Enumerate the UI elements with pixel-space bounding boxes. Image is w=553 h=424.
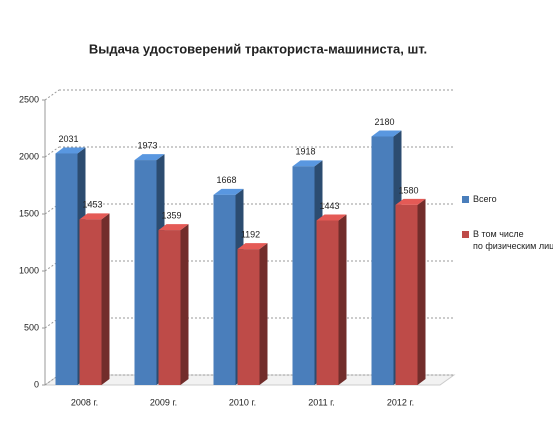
data-label: 1359 bbox=[161, 210, 181, 220]
x-tick-label: 2012 г. bbox=[387, 397, 414, 407]
data-label: 1973 bbox=[137, 140, 157, 150]
grid-line bbox=[44, 203, 60, 215]
bar-top bbox=[158, 224, 189, 231]
bar-side bbox=[417, 198, 426, 385]
grid-line bbox=[44, 146, 60, 158]
y-tick-label: 1000 bbox=[19, 265, 39, 275]
bar-top bbox=[395, 198, 426, 205]
legend-swatch bbox=[462, 231, 469, 238]
bar-top bbox=[316, 214, 347, 221]
data-label: 1192 bbox=[241, 229, 260, 239]
grid-line bbox=[44, 260, 60, 272]
legend-swatch bbox=[462, 196, 469, 203]
y-tick-label: 500 bbox=[24, 322, 39, 332]
data-label: 1580 bbox=[398, 185, 418, 195]
bar bbox=[158, 230, 181, 385]
bar bbox=[79, 219, 102, 385]
bar-side bbox=[338, 214, 347, 385]
bar-top bbox=[79, 213, 110, 220]
data-label: 2031 bbox=[58, 134, 78, 144]
x-tick-label: 2009 г. bbox=[150, 397, 177, 407]
bar bbox=[316, 220, 339, 385]
grid-line bbox=[44, 89, 60, 101]
bar-top bbox=[292, 160, 323, 167]
bar-side bbox=[101, 213, 110, 385]
bar bbox=[371, 136, 394, 385]
grid-line bbox=[44, 317, 60, 329]
y-tick-label: 0 bbox=[34, 379, 39, 389]
chart-title: Выдача удостоверений тракториста-машинис… bbox=[89, 41, 427, 56]
bar-side bbox=[180, 224, 189, 385]
bar-side bbox=[259, 243, 268, 385]
data-label: 1443 bbox=[319, 201, 339, 211]
x-tick-label: 2011 г. bbox=[308, 397, 335, 407]
bar bbox=[237, 249, 260, 385]
y-tick-label: 2000 bbox=[19, 151, 39, 161]
grid-line bbox=[44, 374, 60, 386]
x-tick-label: 2010 г. bbox=[229, 397, 256, 407]
bar bbox=[55, 153, 78, 385]
y-tick-label: 2500 bbox=[19, 94, 39, 104]
data-label: 2180 bbox=[374, 117, 394, 127]
bar bbox=[292, 166, 315, 385]
bar bbox=[395, 204, 418, 385]
x-tick-label: 2008 г. bbox=[71, 397, 98, 407]
bar-top bbox=[237, 243, 268, 250]
bar-top bbox=[371, 130, 402, 137]
bar-top bbox=[55, 147, 86, 154]
bar bbox=[213, 194, 236, 385]
data-label: 1668 bbox=[216, 175, 236, 185]
bar-top bbox=[134, 154, 165, 161]
legend-label: Всего bbox=[473, 194, 497, 204]
data-label: 1453 bbox=[82, 200, 102, 210]
bar bbox=[134, 160, 157, 385]
bar-top bbox=[213, 188, 244, 195]
data-label: 1918 bbox=[295, 147, 315, 157]
y-tick-label: 1500 bbox=[19, 208, 39, 218]
